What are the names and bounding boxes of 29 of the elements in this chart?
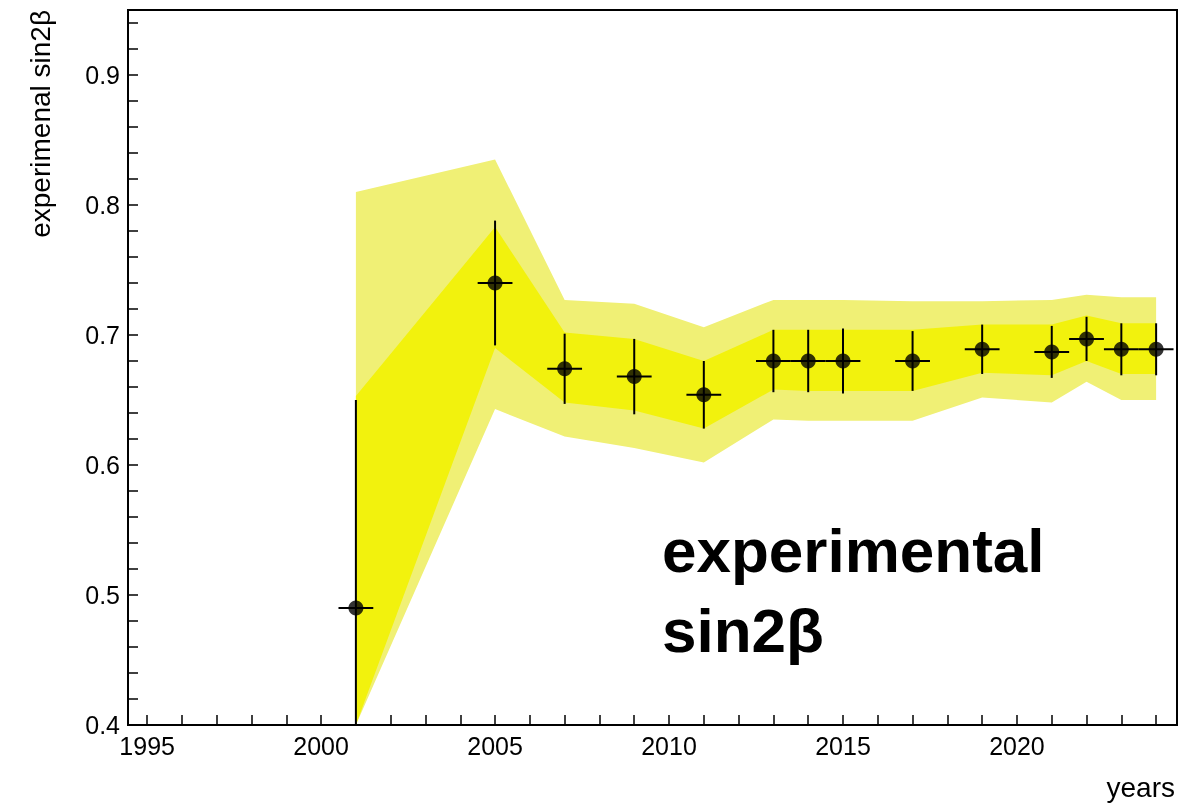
y-axis-title: experimenal sin2β — [24, 10, 56, 238]
point — [348, 600, 364, 616]
x-tick-label: 2020 — [989, 731, 1045, 760]
point — [800, 353, 816, 369]
point — [696, 387, 712, 403]
x-axis-title: years — [1106, 771, 1175, 803]
x-tick-label: 1995 — [119, 731, 175, 760]
x-tick-label: 2000 — [293, 731, 349, 760]
point — [765, 353, 781, 369]
y-tick-label: 0.5 — [85, 581, 120, 609]
y-tick-label: 0.6 — [85, 451, 120, 479]
point — [1044, 344, 1060, 360]
point — [626, 369, 642, 385]
point — [835, 353, 851, 369]
point — [905, 353, 921, 369]
y-tick-label: 0.7 — [85, 321, 120, 349]
point — [557, 361, 573, 377]
annotation: experimental sin2β — [662, 515, 1062, 665]
point — [974, 341, 990, 357]
point — [1079, 331, 1095, 347]
y-tick-label: 0.9 — [85, 61, 120, 89]
x-tick-label: 2015 — [815, 731, 871, 760]
point — [1113, 341, 1129, 357]
y-tick-label: 0.8 — [85, 191, 120, 219]
x-tick-label: 2010 — [641, 731, 697, 760]
point — [1148, 341, 1164, 357]
y-tick-label: 0.4 — [85, 711, 121, 739]
point — [487, 275, 503, 291]
x-tick-label: 2005 — [467, 731, 523, 760]
